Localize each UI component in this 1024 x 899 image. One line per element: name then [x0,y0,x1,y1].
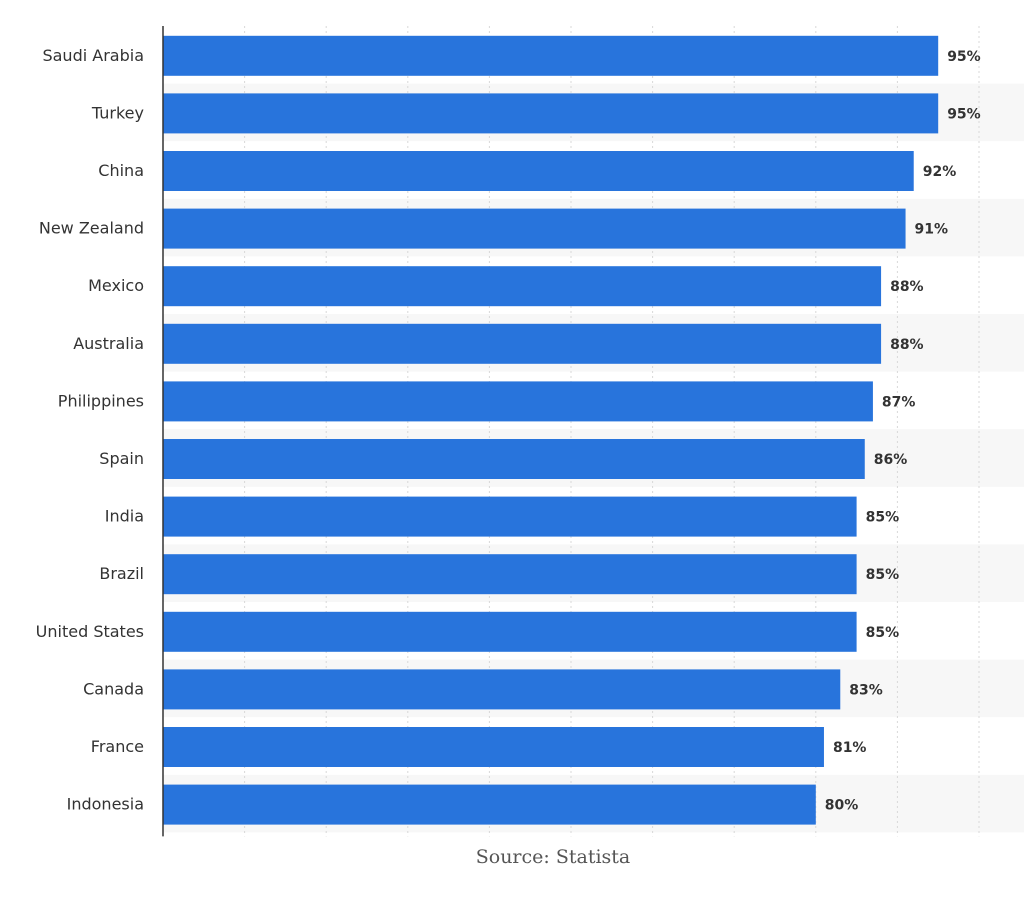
category-label: Indonesia [67,795,144,814]
bar [163,151,914,191]
data-label: 95% [947,49,981,65]
category-label: Canada [83,679,144,698]
bar [163,784,816,825]
bar [163,208,906,249]
data-label: 83% [849,682,883,698]
bar [163,381,873,422]
data-label: 85% [866,510,900,526]
data-label: 88% [890,337,924,353]
category-label: India [105,507,144,526]
bar [163,93,939,134]
source-note: Source: Statista [475,846,631,868]
data-label: 85% [866,567,900,583]
bar-chart: Saudi Arabia 95% Turkey 95% China 92% New Zeal… [35,26,981,837]
category-label: France [91,737,144,756]
bar [163,439,865,479]
data-label: 95% [947,106,981,122]
data-label: 85% [866,625,900,641]
category-label: Philippines [58,391,144,410]
data-label: 81% [833,740,867,756]
bar [163,496,857,537]
category-label: Turkey [91,103,144,122]
data-label: 91% [915,222,949,238]
category-label: Saudi Arabia [42,46,144,65]
category-label: China [98,161,144,180]
category-label: Australia [73,334,144,353]
data-label: 87% [882,394,916,410]
bar [163,35,939,76]
category-label: United States [36,622,144,641]
data-label: 80% [825,798,859,814]
category-label: Spain [99,449,144,468]
bar [163,266,882,307]
bar [163,669,841,710]
bar [163,554,857,595]
data-label: 86% [874,452,908,468]
category-label: Brazil [99,564,144,583]
data-label: 92% [923,164,957,180]
data-label: 88% [890,279,924,295]
category-label: Mexico [88,276,144,295]
bar [163,323,882,364]
bar [163,727,824,767]
category-label: New Zealand [39,219,144,238]
bar [163,611,857,652]
